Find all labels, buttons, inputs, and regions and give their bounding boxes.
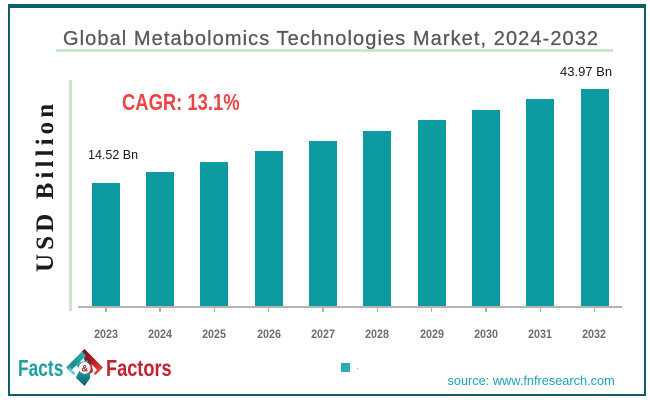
svg-text:&: &	[81, 363, 88, 374]
